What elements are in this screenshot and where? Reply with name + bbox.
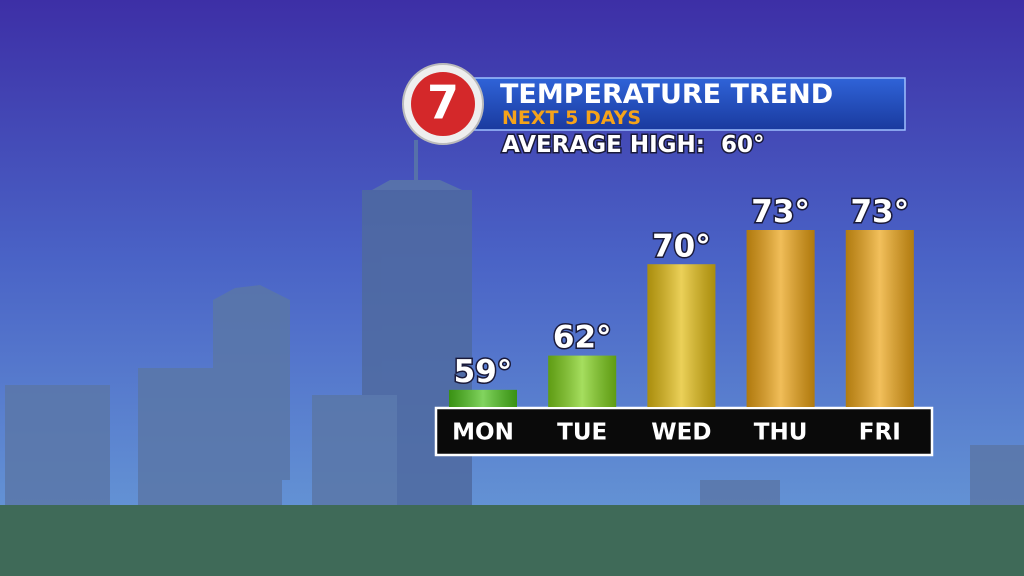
bar-shine [845,230,914,407]
x-tick-label: WED [651,420,711,446]
bar-shine [449,389,517,407]
value-label: 73° [751,194,810,230]
value-label: 73° [850,194,909,230]
x-tick-label: THU [754,420,808,446]
x-tick-label: MON [452,420,514,446]
value-label: 62° [553,320,612,356]
x-tick-label: FRI [859,420,901,446]
bar-shine [746,230,815,407]
annotation: AVERAGE HIGH: 60° [502,132,765,158]
bar-shine [548,355,617,407]
bar-shine [647,264,716,407]
chart-title: TEMPERATURE TREND [500,79,833,110]
logo-disc [411,72,475,136]
category-strip [434,406,934,457]
skyline [5,140,1024,535]
value-label: 70° [652,228,711,264]
title-banner [461,77,906,131]
logo: 7 [427,76,459,130]
x-tick-label: TUE [557,420,607,446]
trees [0,505,1024,576]
chart-subtitle: NEXT 5 DAYS [502,107,641,129]
value-label: 59° [454,354,513,390]
